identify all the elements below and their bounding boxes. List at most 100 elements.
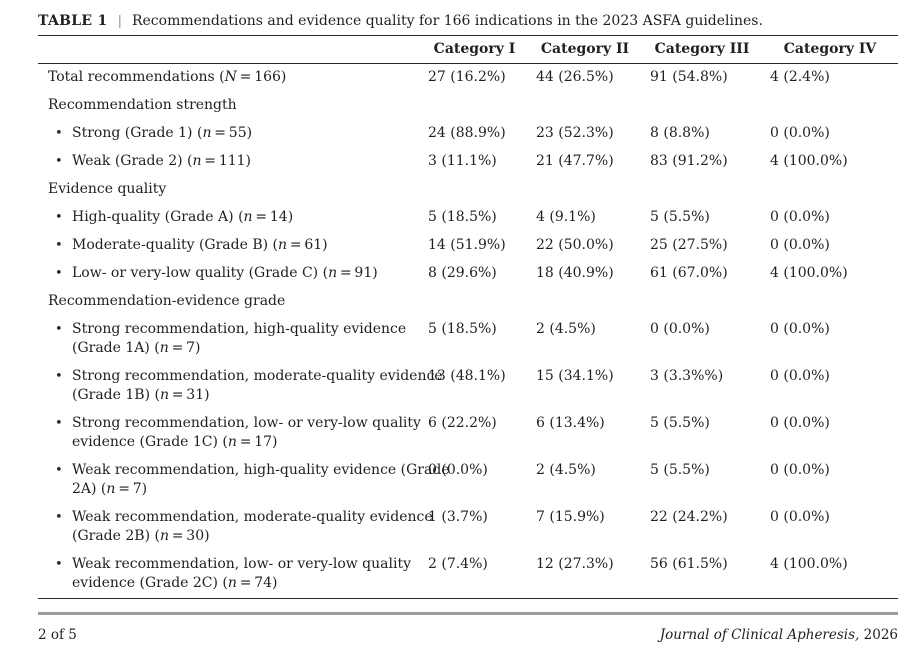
cell-category-i	[421, 92, 528, 120]
cell-category-ii	[528, 176, 642, 204]
cell-category-iv: 0 (0.0%)	[770, 321, 830, 337]
row-label-cell: • Weak recommendation, high-quality evide…	[38, 457, 450, 504]
table-row: Total recommendations (N = 166) 27 (16.2%…	[38, 64, 898, 93]
table-row: • Strong recommendation, high-quality evi…	[38, 316, 898, 363]
column-header-1: Category I	[421, 35, 528, 64]
column-header-2: Category II	[528, 35, 642, 64]
cell-category-ii	[528, 92, 642, 120]
caption-text: Recommendations and evidence quality for…	[131, 13, 763, 29]
cell-category-iii: 83 (91.2%)	[650, 153, 728, 169]
cell-category-iii: 25 (27.5%)	[650, 237, 728, 253]
bullet-icon: •	[55, 210, 63, 225]
row-label-cell: Total recommendations (N = 166)	[38, 64, 421, 93]
cell-category-iii	[642, 288, 762, 316]
cell-category-ii: 22 (50.0%)	[536, 237, 614, 253]
bullet-icon: •	[55, 154, 63, 169]
table-row: • Weak recommendation, high-quality evide…	[38, 457, 898, 504]
table-number: TABLE 1	[38, 13, 108, 29]
journal-name: Journal of Clinical Apheresis,	[659, 627, 860, 643]
section-label-cell: Recommendation-evidence grade	[38, 288, 421, 316]
row-label: Weak recommendation, high-quality eviden…	[72, 462, 450, 497]
column-header-4: Category IV	[762, 35, 898, 64]
cell-category-iii: 0 (0.0%)	[650, 321, 710, 337]
cell-category-i	[421, 288, 528, 316]
cell-category-ii: 21 (47.7%)	[536, 153, 614, 169]
cell-category-iii: 61 (67.0%)	[650, 265, 728, 281]
section-label-cell: Evidence quality	[38, 176, 421, 204]
cell-category-i: 27 (16.2%)	[428, 69, 506, 85]
cell-category-ii: 4 (9.1%)	[536, 209, 596, 225]
cell-category-iii: 5 (5.5%)	[650, 462, 710, 478]
cell-category-iv: 0 (0.0%)	[770, 237, 830, 253]
cell-category-iv: 0 (0.0%)	[770, 209, 830, 225]
journal-year: 2026	[863, 627, 898, 643]
journal-citation: Journal of Clinical Apheresis, 2026	[660, 627, 898, 643]
cell-category-iv	[762, 92, 898, 120]
bullet-icon: •	[55, 266, 63, 281]
cell-category-iv: 0 (0.0%)	[770, 415, 830, 431]
cell-category-i: 14 (51.9%)	[428, 237, 506, 253]
section-label-cell: Recommendation strength	[38, 92, 421, 120]
row-label: Recommendation-evidence grade	[48, 293, 286, 309]
cell-category-iii: 5 (5.5%)	[650, 209, 710, 225]
row-label: Strong recommendation, high-quality evid…	[72, 321, 407, 356]
cell-category-i: 2 (7.4%)	[428, 556, 488, 572]
row-label: Recommendation strength	[48, 97, 237, 113]
row-label: High-quality (Grade A) (n = 14)	[72, 209, 294, 225]
cell-category-ii: 12 (27.3%)	[536, 556, 614, 572]
cell-category-i: 3 (11.1%)	[428, 153, 497, 169]
cell-category-iv: 0 (0.0%)	[770, 125, 830, 141]
cell-category-i: 1 (3.7%)	[428, 509, 488, 525]
row-label-cell: • Strong recommendation, moderate-quality…	[38, 363, 443, 410]
cell-category-iv: 4 (2.4%)	[770, 69, 830, 85]
row-label: Evidence quality	[48, 181, 167, 197]
cell-category-ii: 2 (4.5%)	[536, 462, 596, 478]
cell-category-i: 5 (18.5%)	[428, 209, 497, 225]
cell-category-ii	[528, 288, 642, 316]
row-label: Weak recommendation, moderate-quality ev…	[72, 509, 433, 544]
table-row: • Weak recommendation, moderate-quality e…	[38, 504, 898, 551]
bullet-icon: •	[55, 557, 63, 572]
row-label-cell: • Strong recommendation, low- or very-low…	[38, 410, 421, 457]
caption-separator-bar: |	[117, 14, 122, 29]
cell-category-i: 6 (22.2%)	[428, 415, 497, 431]
cell-category-iii: 8 (8.8%)	[650, 125, 710, 141]
cell-category-iv: 0 (0.0%)	[770, 368, 830, 384]
cell-category-ii: 7 (15.9%)	[536, 509, 605, 525]
row-label: Weak recommendation, low- or very-low qu…	[72, 556, 411, 591]
row-label: Strong recommendation, low- or very-low …	[72, 415, 421, 450]
cell-category-iv: 4 (100.0%)	[770, 153, 848, 169]
bullet-icon: •	[55, 238, 63, 253]
bullet-icon: •	[55, 463, 63, 478]
row-label-cell: • Weak recommendation, low- or very-low q…	[38, 551, 421, 599]
page-footer: 2 of 5 Journal of Clinical Apheresis, 20…	[38, 627, 898, 643]
cell-category-i: 0 (0.0%)	[428, 462, 488, 478]
bullet-icon: •	[55, 126, 63, 141]
section-row: Evidence quality	[38, 176, 898, 204]
cell-category-iii: 56 (61.5%)	[650, 556, 728, 572]
cell-category-iii: 91 (54.8%)	[650, 69, 728, 85]
row-label-cell: • Strong recommendation, high-quality evi…	[38, 316, 421, 363]
cell-category-iii: 3 (3.3%%)	[650, 368, 724, 384]
cell-category-ii: 18 (40.9%)	[536, 265, 614, 281]
row-label: Strong recommendation, moderate-quality …	[72, 368, 443, 403]
cell-category-iii	[642, 92, 762, 120]
cell-category-ii: 44 (26.5%)	[536, 69, 614, 85]
cell-category-iv: 4 (100.0%)	[770, 265, 848, 281]
row-label-cell: • Low- or very-low quality (Grade C) (n =…	[38, 260, 421, 288]
cell-category-i: 8 (29.6%)	[428, 265, 497, 281]
cell-category-iv	[762, 176, 898, 204]
table-row: • Weak (Grade 2) (n = 111) 3 (11.1%) 21 (47…	[38, 148, 898, 176]
cell-category-ii: 15 (34.1%)	[536, 368, 614, 384]
row-label-cell: • High-quality (Grade A) (n = 14)	[38, 204, 421, 232]
cell-category-i: 13 (48.1%)	[428, 368, 506, 384]
row-label-cell: • Strong (Grade 1) (n = 55)	[38, 120, 421, 148]
page-number: 2 of 5	[38, 627, 77, 643]
table-row: • Strong recommendation, low- or very-low…	[38, 410, 898, 457]
table-row: • Weak recommendation, low- or very-low q…	[38, 551, 898, 599]
cell-category-iv: 0 (0.0%)	[770, 509, 830, 525]
table-row: • Moderate-quality (Grade B) (n = 61) 14 (…	[38, 232, 898, 260]
row-label: Weak (Grade 2) (n = 111)	[72, 153, 252, 169]
table-caption: TABLE 1 | Recommendations and evidence qua…	[38, 11, 898, 32]
